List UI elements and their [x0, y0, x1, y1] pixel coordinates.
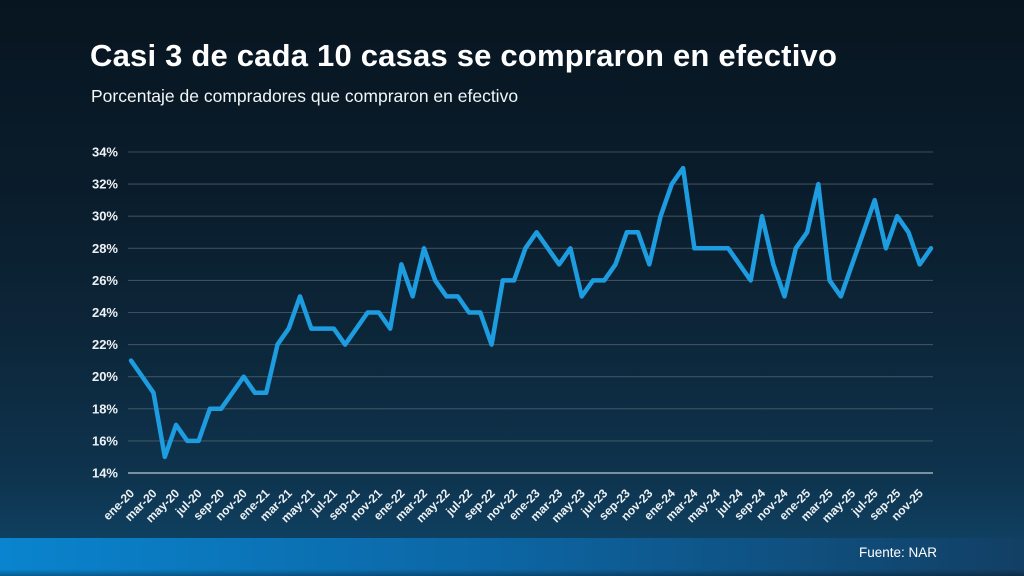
series-line: [128, 165, 934, 460]
y-axis-label: 18%: [92, 401, 118, 416]
y-axis-label: 32%: [92, 177, 118, 192]
footer-bar: [0, 538, 1024, 576]
page-title: Casi 3 de cada 10 casas se compraron en …: [90, 38, 838, 73]
y-axis-label: 14%: [92, 466, 118, 481]
y-axis-label: 22%: [92, 337, 118, 352]
y-axis-label: 28%: [92, 241, 118, 256]
y-axis-label: 24%: [92, 305, 118, 320]
y-axis-label: 30%: [92, 209, 118, 224]
source-label: Fuente: NAR: [858, 545, 937, 560]
y-axis-label: 16%: [92, 433, 118, 448]
y-axis-label: 34%: [92, 145, 118, 160]
y-axis-label: 20%: [92, 369, 118, 384]
page-subtitle: Porcentaje de compradores que compraron …: [91, 86, 519, 106]
y-axis-label: 26%: [92, 273, 118, 288]
